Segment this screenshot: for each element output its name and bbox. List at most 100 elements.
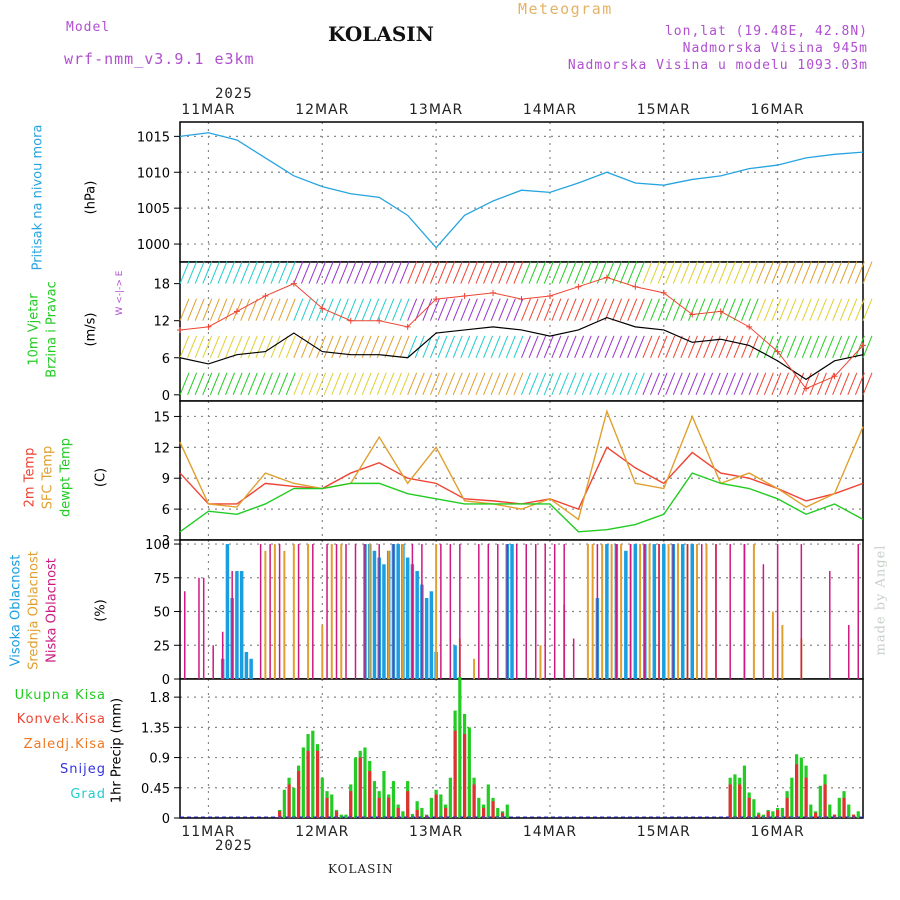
wind-vector xyxy=(642,261,653,284)
precip-bar xyxy=(330,794,334,818)
precip-bar xyxy=(794,764,799,818)
wind-vector xyxy=(779,261,789,284)
wind-vector xyxy=(225,372,235,396)
wind-vector xyxy=(763,372,774,396)
wind-vector xyxy=(475,372,486,396)
wind-vector xyxy=(528,335,539,358)
cloud-bar xyxy=(586,544,589,679)
wind-vector xyxy=(179,335,190,358)
cloud-bar xyxy=(368,544,371,679)
wind-vector xyxy=(551,261,562,284)
wind-vector xyxy=(384,335,395,358)
precip-bar xyxy=(505,804,509,818)
wind-vector xyxy=(407,298,418,321)
wind-vector xyxy=(566,261,577,284)
wind-vector xyxy=(741,372,752,396)
wind-vector xyxy=(741,298,752,321)
cloud-bar xyxy=(591,544,594,679)
wind-vector xyxy=(665,372,676,396)
wind-vector xyxy=(521,372,531,396)
wind-vector xyxy=(316,261,327,284)
wind-vector xyxy=(460,335,471,358)
wind-vector xyxy=(741,335,752,358)
wind-vector xyxy=(278,261,289,284)
wind-vector xyxy=(847,335,858,358)
wind-vector xyxy=(414,298,425,321)
lonlat-label: lon,lat (19.48E, 42.8N) xyxy=(664,24,868,39)
y-tick-label: 1.8 xyxy=(149,691,170,706)
wind-vector xyxy=(285,261,296,284)
bottom-day-label: 16MAR xyxy=(751,824,805,840)
wind-vector xyxy=(779,372,789,396)
wind-vector xyxy=(650,261,660,284)
gust-marker xyxy=(433,296,440,303)
precip-bar xyxy=(349,791,353,818)
wind-vector xyxy=(551,298,562,321)
wind-vector xyxy=(194,261,205,284)
cloud-bar xyxy=(553,544,556,679)
wind-vector xyxy=(543,335,554,358)
wind-vector xyxy=(202,372,213,396)
gust-marker xyxy=(603,274,610,281)
wind-vector xyxy=(703,261,714,284)
legend-snow: Snijeg xyxy=(60,762,106,777)
precip-bar xyxy=(832,814,837,818)
precip-bar xyxy=(828,804,832,818)
wind-vector xyxy=(657,372,668,396)
wind-vector xyxy=(612,335,623,358)
wind-vector xyxy=(179,261,190,284)
cloud-bar xyxy=(239,571,244,679)
wind-vector xyxy=(285,372,296,396)
wind-vector xyxy=(187,372,198,396)
wind-vector xyxy=(854,335,865,358)
precip-bar xyxy=(477,797,481,818)
cloud-bar xyxy=(620,544,623,679)
precip-bar xyxy=(453,730,457,818)
wind-vector xyxy=(513,372,524,396)
wind-vector xyxy=(847,372,858,396)
wind-vector xyxy=(854,261,865,284)
precip-bar xyxy=(467,727,471,818)
wind-vector xyxy=(566,298,577,321)
made-by-label: made by Angel xyxy=(873,544,889,656)
wind-vector xyxy=(255,298,266,321)
cloud-bar xyxy=(283,550,286,679)
wind-vector xyxy=(232,372,243,396)
wind-vector xyxy=(483,335,494,358)
wind-vector xyxy=(407,261,418,284)
wind-vector xyxy=(202,261,213,284)
cloud-bar xyxy=(421,544,423,679)
precip-bar xyxy=(500,812,505,818)
gust-marker xyxy=(177,326,183,333)
cloud-bar xyxy=(729,544,731,679)
wind-vector xyxy=(308,298,319,321)
wind-vector xyxy=(650,372,660,396)
wind-vector xyxy=(543,298,554,321)
wind-vector xyxy=(247,298,258,321)
precip-bar xyxy=(809,804,813,818)
wind-vector xyxy=(536,261,547,284)
wind-vector xyxy=(794,261,805,284)
precip-bar xyxy=(391,781,396,818)
wind-vector xyxy=(308,335,319,358)
wind-vector xyxy=(733,298,744,321)
wind-vector xyxy=(490,335,501,358)
cloud-bar xyxy=(435,544,438,679)
wind-vector xyxy=(354,298,365,321)
cloud-bar xyxy=(601,544,604,679)
cloud-bar xyxy=(387,550,390,679)
panel-bg xyxy=(180,679,863,818)
cloud-bar xyxy=(292,544,295,679)
cloud-bar xyxy=(800,544,803,679)
cloud-bar xyxy=(321,625,324,679)
cloud-bar xyxy=(459,544,461,679)
wind-vector xyxy=(794,335,805,358)
wind-vector xyxy=(703,372,714,396)
top-day-label: 15MAR xyxy=(637,102,691,118)
y-tick-label: 0 xyxy=(162,673,170,688)
cloud-bar xyxy=(690,544,694,679)
precip-bar xyxy=(813,812,818,818)
y-tick-label: 0 xyxy=(162,389,170,404)
bottom-time-axis: 11MAR 12MAR 13MAR 14MAR 15MAR 16MAR xyxy=(181,824,805,840)
wind-vector xyxy=(619,298,630,321)
